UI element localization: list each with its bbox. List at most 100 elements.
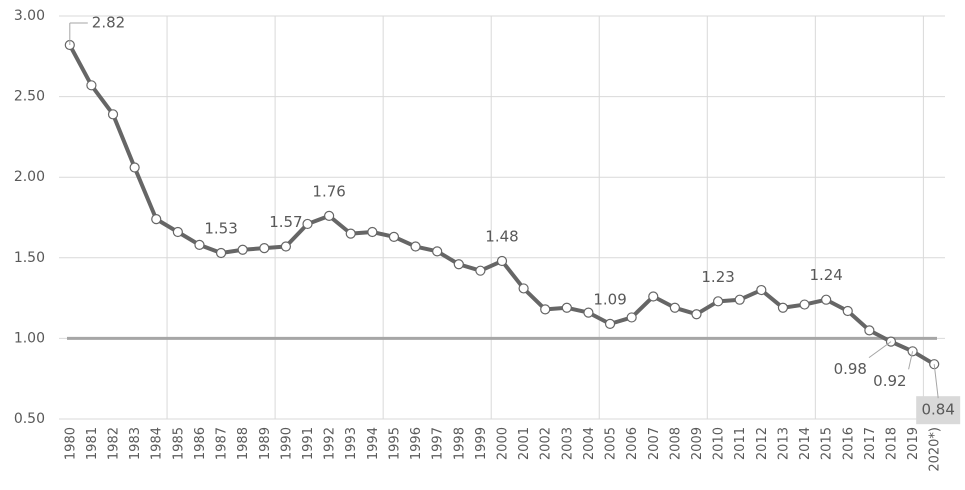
point <box>86 80 97 91</box>
x-tick-label: 1993 <box>344 427 359 460</box>
x-tick-label: 2012 <box>755 427 770 460</box>
x-tick-label: 2000 <box>496 427 511 460</box>
point <box>734 294 745 305</box>
x-tick-label: 2009 <box>690 427 705 460</box>
x-tick-label: 2017 <box>863 427 878 460</box>
point <box>518 283 529 294</box>
x-tick-label: 1999 <box>474 427 489 460</box>
x-tick-label: 1991 <box>301 427 316 460</box>
point <box>129 162 140 173</box>
point <box>215 247 227 259</box>
x-tick-label: 1994 <box>366 427 381 460</box>
point <box>302 218 313 230</box>
point <box>604 318 616 329</box>
x-tick-label: 2003 <box>560 427 575 460</box>
data-label: 0.98 <box>834 360 867 378</box>
leader-line <box>933 364 939 399</box>
point <box>540 304 551 315</box>
point <box>691 309 702 320</box>
point <box>756 284 767 296</box>
x-tick-label: 1995 <box>387 427 402 460</box>
x-tick-label: 2015 <box>820 427 835 460</box>
point <box>237 244 248 255</box>
point <box>712 296 724 307</box>
x-tick-label: 1981 <box>85 427 100 460</box>
data-label: 1.53 <box>204 219 237 237</box>
x-tick-label: 1988 <box>236 427 251 460</box>
point <box>324 210 335 221</box>
x-tick-label: 2008 <box>668 427 683 460</box>
point <box>669 302 680 313</box>
point <box>194 239 205 251</box>
point <box>821 294 832 305</box>
x-tick-label: 1990 <box>279 427 294 460</box>
point <box>367 226 378 238</box>
data-label: 0.84 <box>921 401 954 419</box>
leader-line <box>908 351 914 370</box>
point <box>648 291 659 302</box>
x-tick-label: 2010 <box>712 427 727 460</box>
point <box>432 246 443 257</box>
x-tick-label: 2014 <box>798 427 813 460</box>
x-tick-label: 1982 <box>107 427 122 460</box>
x-tick-label: 1984 <box>150 427 165 460</box>
data-label: 2.82 <box>92 14 125 32</box>
y-tick-label: 1.00 <box>14 330 45 346</box>
point <box>259 243 270 254</box>
data-label: 1.09 <box>593 290 626 308</box>
x-tick-label: 1987 <box>215 427 230 460</box>
point <box>864 325 875 336</box>
x-tick-label: 2019 <box>906 427 921 460</box>
point <box>388 231 400 242</box>
x-tick-label: 1998 <box>452 427 467 460</box>
point <box>345 228 356 239</box>
x-tick-label: 2006 <box>625 427 640 460</box>
x-tick-label: 2007 <box>647 427 662 460</box>
x-tick-label: 2001 <box>517 427 532 460</box>
data-label: 1.48 <box>485 228 518 246</box>
x-tick-label: 2020*) <box>928 427 943 472</box>
x-tick-label: 1983 <box>128 427 143 460</box>
data-label: 1.23 <box>701 268 734 286</box>
x-tick-label: 2005 <box>604 427 619 460</box>
label-box <box>916 396 961 425</box>
y-tick-label: 0.50 <box>14 411 45 427</box>
data-label: 1.24 <box>809 266 842 284</box>
x-tick-label: 1989 <box>258 427 273 460</box>
x-tick-label: 1997 <box>431 427 446 460</box>
point <box>583 307 594 318</box>
x-tick-label: 1992 <box>323 427 338 460</box>
x-tick-label: 1986 <box>193 427 208 460</box>
x-tick-label: 2013 <box>776 427 791 460</box>
x-tick-label: 2016 <box>841 427 856 460</box>
point <box>453 259 464 270</box>
x-tick-label: 2018 <box>884 427 899 460</box>
series-line <box>68 44 936 366</box>
point <box>777 302 789 313</box>
x-tick-label: 1980 <box>63 427 78 460</box>
x-tick-label: 2004 <box>582 427 597 460</box>
point <box>475 265 486 276</box>
point <box>410 241 421 252</box>
x-tick-label: 2011 <box>733 427 748 460</box>
data-label: 0.92 <box>873 372 906 390</box>
x-tick-label: 1996 <box>409 427 424 460</box>
point <box>280 241 292 252</box>
point <box>626 312 637 323</box>
y-tick-label: 3.00 <box>14 8 45 24</box>
point <box>799 299 810 310</box>
leader-line <box>868 341 892 359</box>
data-label: 1.57 <box>269 213 302 231</box>
data-label: 1.76 <box>312 182 345 200</box>
point <box>107 109 119 120</box>
y-tick-label: 2.50 <box>14 89 45 105</box>
x-tick-label: 1985 <box>171 427 186 460</box>
point <box>561 302 572 313</box>
point <box>842 305 853 317</box>
point <box>496 255 508 267</box>
y-tick-label: 2.00 <box>14 169 45 185</box>
point <box>151 214 162 225</box>
y-tick-label: 1.50 <box>14 250 45 266</box>
point <box>172 226 183 238</box>
